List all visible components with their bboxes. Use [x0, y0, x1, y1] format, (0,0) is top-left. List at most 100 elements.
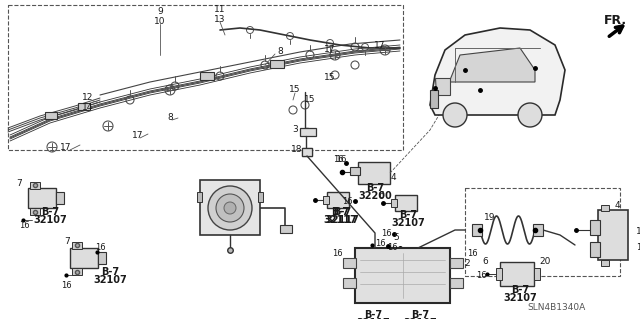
Bar — [45, 112, 57, 119]
Bar — [323, 196, 329, 204]
Bar — [280, 225, 292, 233]
Text: 8: 8 — [277, 48, 283, 56]
Circle shape — [208, 186, 252, 230]
Text: 12: 12 — [82, 93, 93, 102]
Bar — [395, 195, 417, 211]
Circle shape — [443, 103, 467, 127]
Text: 17: 17 — [324, 46, 336, 55]
Polygon shape — [435, 78, 450, 95]
Text: 3: 3 — [292, 125, 298, 135]
Bar — [197, 192, 202, 202]
Bar — [78, 103, 90, 110]
Text: 18: 18 — [291, 145, 303, 154]
Bar — [500, 262, 534, 286]
Bar — [72, 268, 82, 275]
Bar — [72, 242, 82, 249]
Text: B-7: B-7 — [399, 210, 417, 220]
Text: 16: 16 — [61, 280, 71, 290]
Text: 32117: 32117 — [323, 215, 357, 225]
Bar — [200, 180, 260, 235]
Text: 17: 17 — [60, 144, 72, 152]
Bar — [302, 148, 312, 156]
Bar — [70, 248, 98, 268]
Text: B-7: B-7 — [333, 207, 351, 217]
Bar — [302, 148, 312, 156]
Bar — [343, 278, 356, 288]
Text: 16: 16 — [636, 243, 640, 253]
Bar — [30, 208, 40, 215]
Text: 32107: 32107 — [503, 293, 537, 303]
Text: B-7: B-7 — [41, 207, 59, 217]
Bar — [533, 224, 543, 236]
Text: 17: 17 — [132, 131, 144, 140]
Bar — [601, 205, 609, 211]
Text: B-7: B-7 — [364, 310, 382, 319]
Text: 32200: 32200 — [358, 191, 392, 201]
Bar — [358, 162, 390, 184]
Text: 16: 16 — [342, 197, 352, 205]
Bar — [98, 252, 106, 264]
Bar — [350, 167, 360, 175]
Text: 16: 16 — [387, 243, 397, 253]
Text: 7: 7 — [16, 179, 22, 188]
Bar — [430, 90, 438, 108]
Bar — [590, 242, 600, 257]
Text: 32107: 32107 — [403, 318, 437, 319]
Text: 15: 15 — [304, 94, 316, 103]
Text: 10: 10 — [154, 17, 166, 26]
Text: 14: 14 — [82, 102, 93, 112]
Text: 5: 5 — [393, 234, 399, 242]
Text: 15: 15 — [289, 85, 301, 94]
Text: 16: 16 — [336, 155, 348, 165]
Bar — [200, 72, 214, 80]
Text: 6: 6 — [482, 257, 488, 266]
Text: 17: 17 — [374, 41, 386, 49]
Text: 4: 4 — [390, 174, 396, 182]
Text: 16: 16 — [374, 239, 385, 248]
Text: 4: 4 — [614, 202, 620, 211]
Bar — [450, 258, 463, 268]
Text: 16: 16 — [19, 221, 29, 231]
Bar — [28, 188, 56, 208]
Text: 2: 2 — [464, 259, 470, 269]
Polygon shape — [430, 28, 565, 115]
Bar — [465, 188, 620, 276]
Bar — [598, 210, 628, 260]
Text: B-7: B-7 — [366, 183, 384, 193]
Text: B-7: B-7 — [101, 267, 119, 277]
Text: 9: 9 — [157, 8, 163, 17]
Text: 32117: 32117 — [356, 318, 390, 319]
Text: 20: 20 — [540, 257, 550, 266]
Text: 16: 16 — [95, 242, 106, 251]
Bar — [343, 258, 356, 268]
Text: 16: 16 — [476, 271, 487, 279]
Text: 6: 6 — [378, 191, 384, 201]
Bar — [355, 248, 450, 303]
Text: 1: 1 — [636, 227, 640, 236]
Text: B-7: B-7 — [411, 310, 429, 319]
Text: 32117: 32117 — [325, 215, 359, 225]
Bar — [496, 268, 502, 280]
Circle shape — [224, 202, 236, 214]
Text: FR.: FR. — [604, 13, 627, 26]
Bar — [534, 268, 540, 280]
Text: 16: 16 — [381, 229, 391, 239]
Text: 8: 8 — [167, 113, 173, 122]
Text: 15: 15 — [324, 73, 336, 83]
Text: 7: 7 — [64, 238, 70, 247]
Text: SLN4B1340A: SLN4B1340A — [527, 303, 585, 313]
Bar — [56, 192, 64, 204]
Bar — [30, 182, 40, 189]
Bar — [258, 192, 263, 202]
Bar — [8, 5, 403, 150]
Bar — [590, 220, 600, 235]
Text: B-7: B-7 — [511, 285, 529, 295]
Bar — [270, 60, 284, 68]
Text: B-7: B-7 — [331, 207, 349, 217]
Bar — [472, 224, 482, 236]
Text: 16: 16 — [467, 249, 477, 257]
Text: 11: 11 — [214, 5, 226, 14]
Text: 32107: 32107 — [93, 275, 127, 285]
Circle shape — [216, 194, 244, 222]
Circle shape — [518, 103, 542, 127]
